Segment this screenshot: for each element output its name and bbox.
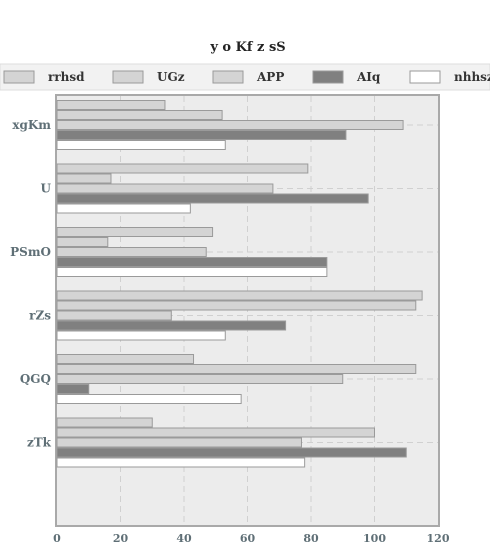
bar-rrhsd-U: [56, 163, 309, 174]
x-tick-label: 80: [303, 532, 319, 545]
x-tick-label: 100: [363, 532, 386, 545]
x-tick-label: 20: [113, 532, 129, 545]
bar-rrhsd-rZs: [56, 290, 423, 301]
bar-UGz-xgKm: [56, 110, 223, 120]
bar-APP-PSmO: [56, 247, 207, 257]
legend-swatch: [409, 70, 441, 84]
legend-label: rrhsd: [48, 70, 85, 84]
y-axis: xgKm U PSmO rZs QGQ zTk: [10, 118, 52, 450]
bar-rrhsd-QGQ: [56, 354, 195, 364]
y-tick-label: U: [41, 182, 52, 196]
y-tick-label: zTk: [27, 436, 52, 450]
legend-swatch: [3, 70, 35, 84]
bar-UGz-QGQ: [56, 364, 417, 374]
legend-label: nhhsz: [454, 70, 490, 84]
bar-UGz-zTk: [56, 427, 375, 438]
y-tick-label: QGQ: [20, 372, 51, 386]
legend-box: [0, 63, 490, 91]
bar-rrhsd-PSmO: [56, 227, 214, 237]
y-tick-label: rZs: [29, 309, 51, 323]
bar-APP-xgKm: [56, 120, 404, 130]
legend-label: UGz: [157, 70, 185, 84]
x-tick-label: 40: [176, 532, 192, 545]
x-axis: 0 20 40 60 80 100 120: [53, 532, 450, 545]
bar-UGz-U: [56, 173, 112, 184]
legend-label: APP: [256, 70, 284, 84]
x-tick-label: 0: [53, 532, 61, 545]
bar-nhhsz-rZs: [56, 330, 226, 341]
bar-AIq-U: [56, 193, 369, 204]
bar-UGz-rZs: [56, 300, 417, 311]
legend: rrhsd UGz APP AIq nhhsz: [3, 70, 490, 84]
legend-label: AIq: [356, 70, 381, 84]
bar-APP-zTk: [56, 437, 302, 448]
bar-nhhsz-U: [56, 203, 191, 214]
bar-rrhsd-zTk: [56, 417, 153, 428]
bars: [56, 100, 423, 468]
legend-swatch: [312, 70, 344, 84]
bar-nhhsz-QGQ: [56, 394, 242, 404]
legend-swatch: [112, 70, 144, 84]
bar-UGz-PSmO: [56, 237, 109, 247]
bar-AIq-xgKm: [56, 130, 347, 140]
bar-APP-U: [56, 183, 274, 194]
bar-AIq-rZs: [56, 320, 287, 331]
y-tick-label: xgKm: [12, 118, 51, 132]
chart-title: y o Kf z sS: [209, 40, 285, 55]
bar-nhhsz-zTk: [56, 457, 306, 468]
bar-nhhsz-xgKm: [56, 140, 226, 150]
legend-swatch: [212, 70, 244, 84]
bar-APP-rZs: [56, 310, 172, 321]
x-tick-label: 120: [427, 532, 450, 545]
bar-rrhsd-xgKm: [56, 100, 166, 110]
y-tick-label: PSmO: [10, 245, 51, 259]
bar-AIq-QGQ: [56, 384, 90, 394]
x-tick-label: 60: [240, 532, 256, 545]
bar-nhhsz-PSmO: [56, 267, 328, 277]
bar-AIq-zTk: [56, 447, 407, 458]
bar-APP-QGQ: [56, 374, 344, 384]
bar-AIq-PSmO: [56, 257, 328, 267]
